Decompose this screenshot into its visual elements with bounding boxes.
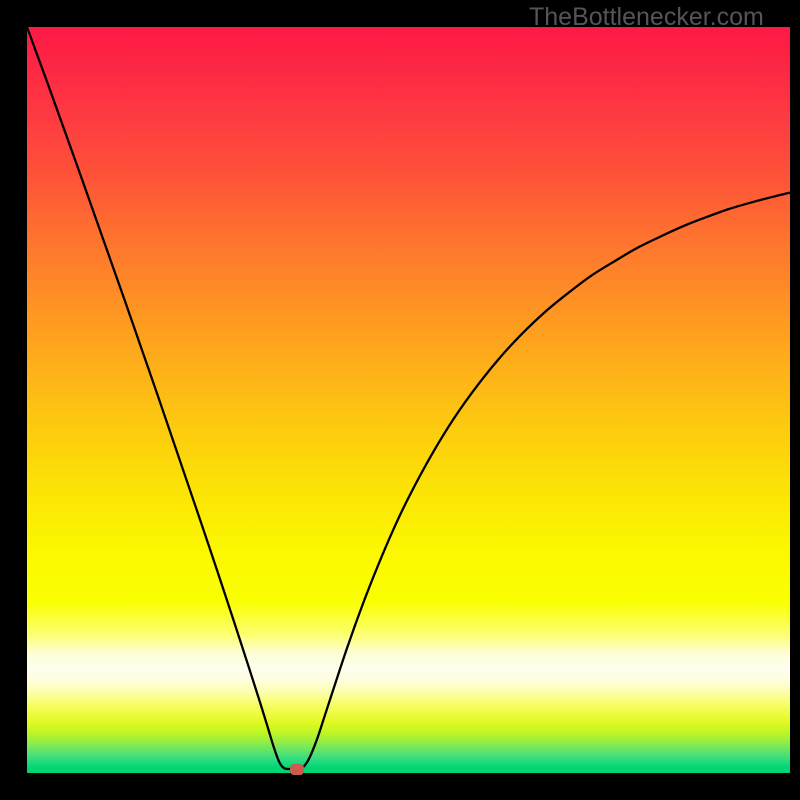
chart-stage: TheBottlenecker.com — [0, 0, 800, 800]
plot-background-gradient — [27, 27, 790, 773]
